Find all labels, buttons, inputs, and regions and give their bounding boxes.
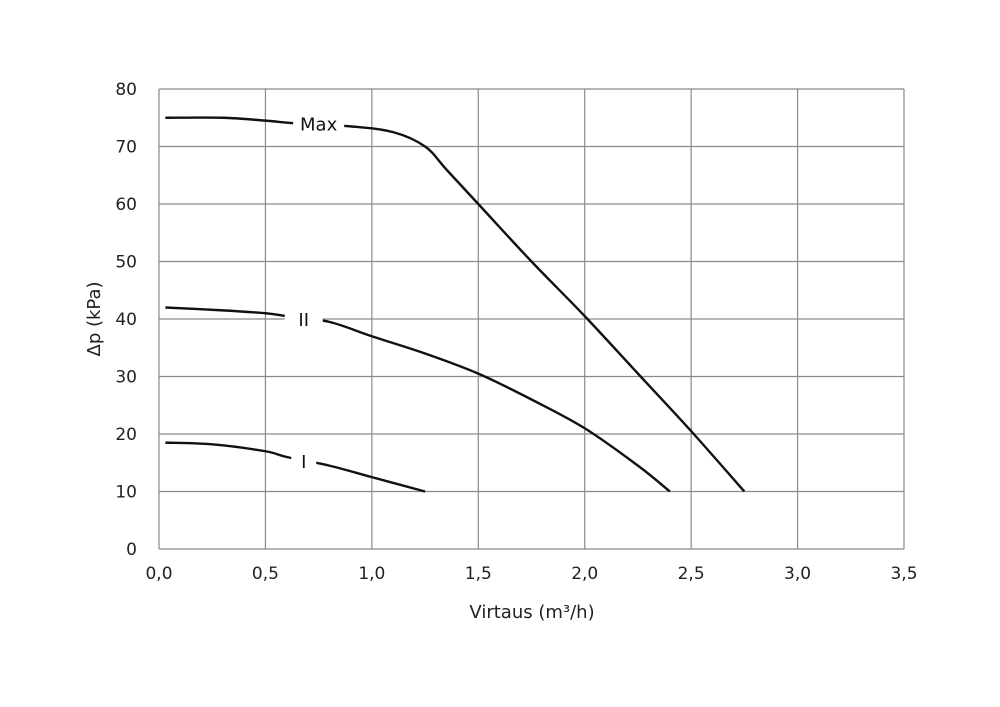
- y-tick-label: 30: [115, 368, 137, 388]
- y-tick-label: 60: [115, 195, 137, 215]
- curve-label: II: [298, 310, 309, 331]
- y-tick-label: 20: [115, 425, 137, 445]
- curve-label-background: [291, 449, 317, 474]
- grid: [158, 88, 905, 550]
- curve-label: Max: [300, 115, 338, 136]
- y-tick-label: 70: [115, 138, 137, 158]
- tick-labels: 0,0 0,5 1,0 1,5 2,0 2,5 3,0 3,5 0 10 20 30 40 50 60 70 8…: [115, 80, 917, 584]
- x-tick-label: 3,5: [890, 564, 917, 584]
- x-tick-label: 2,5: [678, 564, 705, 584]
- curve-label: I: [301, 452, 306, 473]
- x-tick-label: 2,0: [571, 564, 598, 584]
- x-tick-label: 1,0: [358, 564, 385, 584]
- x-tick-label: 1,5: [465, 564, 492, 584]
- y-tick-label: 0: [126, 540, 137, 560]
- y-tick-label: 40: [115, 310, 137, 330]
- curve-label-background: [293, 111, 345, 136]
- x-tick-label: 0,0: [145, 564, 172, 584]
- x-axis-label: Virtaus (m³/h): [469, 602, 594, 623]
- y-axis-label: Δp (kPa): [84, 281, 105, 356]
- curve-max: [165, 116, 746, 493]
- x-tick-label: 0,5: [252, 564, 279, 584]
- curve-label-background: [284, 307, 323, 331]
- curve-i: [165, 441, 426, 493]
- y-tick-label: 10: [115, 483, 137, 503]
- y-tick-label: 50: [115, 253, 137, 273]
- y-tick-label: 80: [115, 80, 137, 100]
- curve-ii: [165, 306, 671, 493]
- x-tick-label: 3,0: [784, 564, 811, 584]
